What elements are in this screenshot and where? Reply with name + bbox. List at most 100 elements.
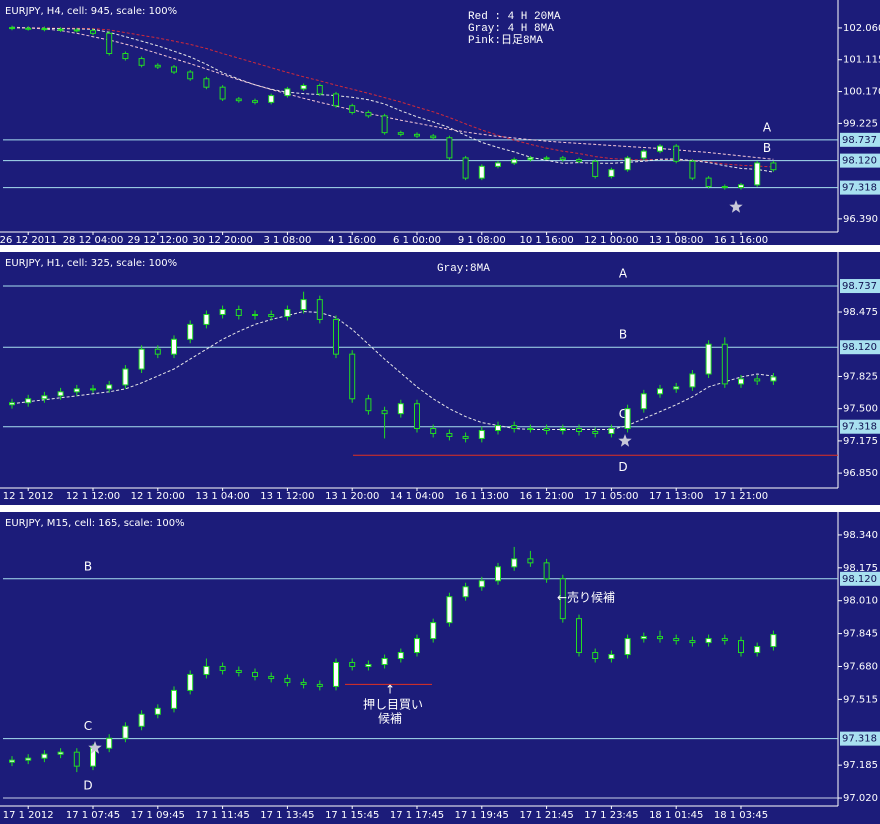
panel-background	[0, 252, 880, 505]
level-label: 98.120	[842, 156, 877, 167]
y-tick-label: 99.225	[843, 118, 878, 129]
moving-average	[12, 27, 774, 173]
level-label: 98.120	[842, 342, 877, 353]
x-tick-label: 17 1 07:45	[66, 810, 120, 821]
x-tick-label: 10 1 16:00	[519, 235, 573, 246]
candle-body	[705, 343, 712, 375]
candle-body	[252, 671, 258, 677]
x-tick-label: 9 1 08:00	[458, 235, 506, 246]
candle-body	[608, 428, 615, 434]
x-tick-label: 17 1 19:45	[455, 810, 509, 821]
candle-body	[608, 654, 615, 660]
moving-average	[11, 310, 774, 430]
x-tick-label: 13 1 04:00	[195, 491, 249, 502]
candle-body	[495, 425, 501, 431]
level-box	[840, 153, 880, 168]
y-tick-label: 97.515	[843, 694, 878, 705]
candle-body	[657, 636, 663, 640]
x-tick-label: 17 1 21:45	[519, 810, 573, 821]
candle-body	[25, 398, 32, 404]
panel-title: EURJPY, M15, cell: 165, scale: 100%	[5, 518, 185, 529]
candle-body	[73, 751, 80, 767]
y-tick-label: 96.850	[843, 468, 878, 479]
candle-body	[478, 429, 485, 439]
candle-body	[9, 27, 15, 30]
star-marker	[729, 200, 743, 213]
candle-body	[576, 159, 582, 162]
candle-body	[511, 159, 518, 164]
candle-body	[446, 137, 453, 159]
candle-body	[57, 751, 64, 755]
x-tick-label: 17 1 11:45	[195, 810, 249, 821]
y-tick-label: 97.500	[843, 404, 878, 415]
annotation: ←売り候補	[557, 590, 615, 605]
candle-body	[316, 299, 323, 320]
level-label: 97.318	[842, 183, 877, 194]
candle-body	[122, 725, 129, 739]
x-tick-label: 13 1 12:00	[260, 491, 314, 502]
candle-body	[705, 177, 712, 188]
candle-body	[122, 368, 129, 386]
candle-body	[203, 78, 210, 88]
candle-body	[576, 618, 582, 654]
x-tick-label: 17 1 2012	[3, 810, 54, 821]
level-box	[840, 419, 880, 434]
candle-body	[268, 675, 275, 679]
x-tick-label: 4 1 16:00	[328, 235, 376, 246]
candle-body	[770, 634, 777, 648]
x-tick-label: 12 1 2012	[3, 491, 54, 502]
y-tick-label: 97.845	[843, 629, 878, 640]
candle-body	[333, 661, 339, 687]
y-tick-label: 98.340	[843, 530, 878, 541]
y-tick-label: 97.680	[843, 661, 878, 672]
candle-body	[219, 86, 226, 100]
candle-body	[592, 430, 599, 434]
candle-body	[543, 562, 550, 580]
candle-body	[203, 313, 210, 325]
x-tick-label: 26 12 2011	[0, 235, 57, 246]
level-name: C	[84, 719, 92, 733]
candle-body	[25, 27, 32, 30]
candle-body	[576, 428, 582, 432]
level-box	[840, 180, 880, 195]
candle-body	[414, 638, 420, 654]
candle-body	[527, 428, 534, 431]
candle-body	[333, 318, 339, 355]
candle-body	[154, 64, 161, 68]
candle-body	[349, 353, 356, 400]
candle-body	[106, 737, 113, 749]
level-name: D	[83, 779, 92, 793]
candle-body	[721, 638, 728, 642]
candle-body	[187, 673, 194, 691]
candle-body	[511, 425, 518, 430]
candle-body	[73, 388, 80, 393]
candle-body	[721, 343, 728, 385]
x-tick-label: 6 1 00:00	[393, 235, 441, 246]
candle-body	[9, 402, 15, 406]
candle-body	[705, 638, 712, 644]
candle-body	[187, 323, 194, 340]
y-tick-label: 102.060	[843, 23, 880, 34]
candle-body	[187, 71, 194, 80]
candle-body	[495, 566, 501, 582]
candle-body	[300, 85, 307, 90]
candle-body	[365, 398, 372, 412]
candle-body	[333, 93, 339, 107]
candle-body	[592, 160, 599, 177]
candle-body	[349, 105, 356, 113]
candle-body	[106, 384, 113, 390]
legend-entry: Gray: 4 H 8MA	[468, 23, 554, 35]
candle-body	[657, 145, 663, 152]
candle-body	[381, 658, 388, 665]
candle-body	[624, 408, 631, 430]
candle-body	[446, 596, 453, 624]
legend-entry: Pink:日足8MA	[468, 34, 543, 47]
x-tick-label: 12 1 00:00	[584, 235, 638, 246]
y-tick-label: 97.020	[843, 793, 878, 804]
level-box	[840, 132, 880, 147]
y-tick-label: 97.185	[843, 760, 878, 771]
candle-body	[122, 53, 129, 60]
candle-body	[138, 713, 145, 727]
candle-body	[397, 403, 404, 415]
candle-body	[90, 388, 96, 391]
